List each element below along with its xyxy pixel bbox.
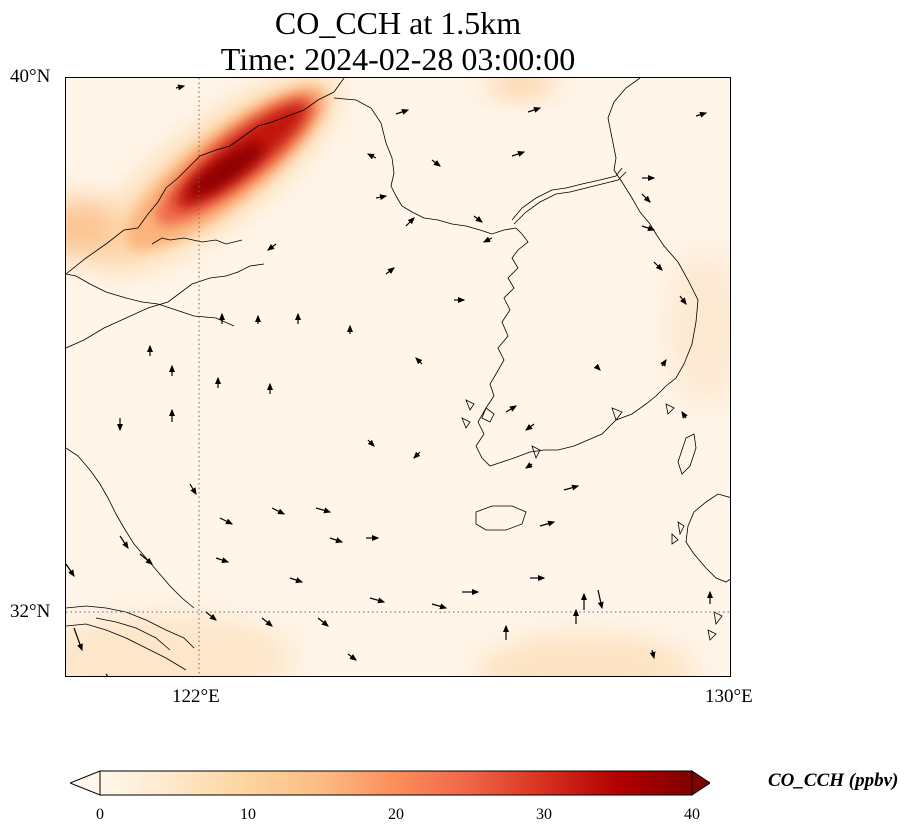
wind-arrow [413,451,421,459]
wind-arrow [679,295,687,305]
plume-top-right [486,78,556,97]
jeju-island [475,505,527,531]
wind-arrow [415,357,423,365]
map-title-line-1: CO_CCH at 1.5km [274,5,522,41]
wind-arrow [329,537,344,543]
wind-arrow [215,557,230,563]
wind-arrow [641,193,651,203]
gridlines [66,78,730,676]
korea-south-islands [461,399,675,460]
china-east-coast [66,447,195,609]
plume-bottom-left [66,613,296,676]
liaodong-coast [333,97,517,235]
wind-arrow [105,673,113,676]
wind-arrow [369,597,386,604]
wind-arrow [219,517,234,525]
lon-label-130e: 130°E [705,686,753,707]
wind-arrow [431,159,441,167]
wind-arrow [119,535,129,549]
shandong-coast [66,273,235,327]
wind-arrow [527,107,542,113]
wind-arrow [431,603,448,610]
wind-vectors [66,84,713,676]
wind-arrow [482,236,493,243]
korea-west-coast [475,227,699,467]
dmz-line-2 [513,171,627,225]
wind-arrow [539,520,556,527]
co-plume [66,78,730,676]
colorbar-tick-30: 30 [536,806,552,823]
dmz-line [511,167,623,221]
wind-arrow [267,243,277,251]
colorbar-body [99,770,693,796]
wind-arrow [385,267,395,275]
wind-arrow [525,462,533,469]
wind-arrow [511,151,526,157]
wind-arrow [641,225,656,231]
map-canvas [66,78,730,676]
wind-arrow [347,653,357,661]
wind-arrow [597,589,604,610]
wind-arrow [681,411,688,419]
wind-arrow [139,553,153,565]
plume-peak [188,142,264,198]
tsushima-island [677,433,697,475]
japan-kyushu [685,493,730,583]
lat-label-32n: 32°N [10,601,51,622]
wind-arrow [593,363,601,371]
wind-arrow [205,611,217,621]
colorbar-label: CO_CCH (ppbv) [768,770,899,791]
wind-arrow [695,111,708,118]
wind-arrow [73,627,83,652]
wind-arrow [175,84,186,91]
wind-arrow [653,261,663,271]
lat-label-40n: 40°N [10,66,51,87]
colorbar-tick-0: 0 [96,806,104,823]
yangtze-estuary [66,605,195,651]
wind-arrow [261,617,273,627]
china-north-coast [66,78,345,275]
shandong-peninsula [66,263,265,349]
nagasaki-islands [671,521,723,641]
map-panel [65,77,731,677]
yangtze-estuary-2 [66,623,187,671]
coastlines [66,78,730,671]
wind-arrow [317,617,329,627]
wind-arrow [505,405,518,413]
lon-label-122e: 122°E [172,686,220,707]
map-title-line-2: Time: 2024-02-28 03:00:00 [220,41,576,77]
bohai-inner-coast [151,237,243,245]
colorbar-tick-40: 40 [684,806,700,823]
korea-east-coast [607,78,657,235]
wind-arrow [189,483,197,496]
wind-arrow [473,215,483,223]
colorbar-max-extend [691,770,711,796]
wind-arrow [289,577,304,583]
wind-arrow [366,153,377,160]
colorbar-svg [68,770,711,796]
wind-arrow [315,507,332,514]
colorbar-min-extend [68,770,101,796]
wind-arrow [405,217,415,227]
wind-arrow [66,563,75,577]
wind-arrow [271,507,286,515]
wind-arrow [375,194,388,201]
plume-bottom-right [476,633,696,676]
wind-arrow [660,359,667,367]
colorbar-tick-10: 10 [240,806,256,823]
wind-arrow [395,109,410,115]
wind-arrow [367,439,375,447]
colorbar [68,768,711,798]
wind-arrow [525,423,535,431]
colorbar-tick-20: 20 [388,806,404,823]
wind-arrow [649,649,656,660]
wind-arrow [563,484,580,491]
